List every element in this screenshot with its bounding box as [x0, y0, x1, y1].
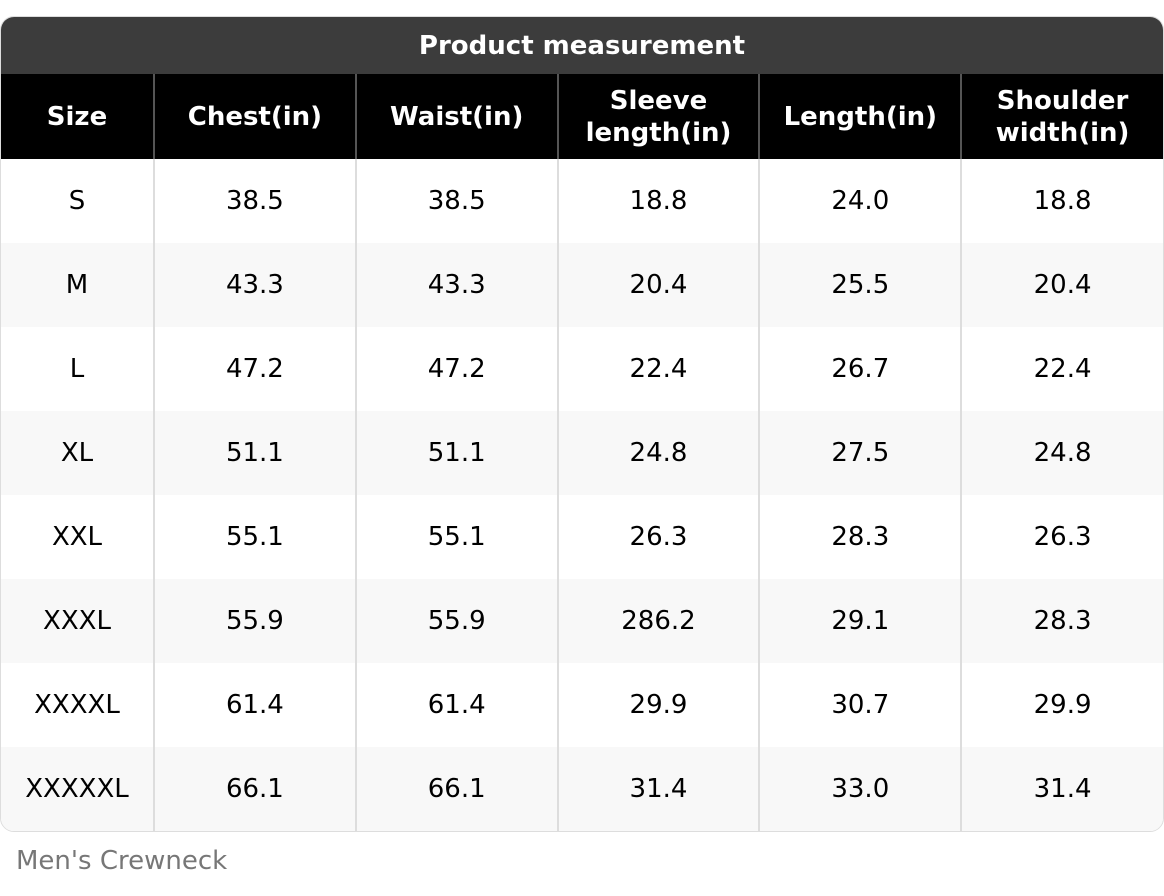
- table-row: XXXL 55.9 55.9 286.2 29.1 28.3: [1, 579, 1163, 663]
- table-cell: 61.4: [153, 663, 356, 747]
- table-cell: 55.1: [153, 495, 356, 579]
- table-cell: 43.3: [354, 243, 558, 327]
- column-header: Chest(in): [153, 74, 356, 159]
- table-cell: L: [69, 354, 85, 384]
- table-row: XXXXL 61.4 61.4 29.9 30.7 29.9: [1, 663, 1163, 747]
- table-cell: 31.4: [556, 747, 760, 831]
- table-cell: XXXXXL: [1, 747, 154, 831]
- table-cell: 61.4: [354, 663, 558, 747]
- table-row: M 43.3 43.3 20.4 25.5 20.4: [1, 243, 1163, 327]
- table-cell: 31.4: [960, 747, 1163, 831]
- table-cell: 30.7: [758, 663, 962, 747]
- table-cell: 28.3: [960, 579, 1163, 663]
- table-cell: 38.5: [153, 159, 356, 243]
- table-cell: 18.8: [556, 159, 760, 243]
- table-cell: 66.1: [153, 747, 356, 831]
- table-cell: 43.3: [153, 243, 356, 327]
- table-cell: 22.4: [556, 327, 760, 411]
- table-cell: 51.1: [153, 411, 356, 495]
- table-cell: 55.1: [354, 495, 558, 579]
- header-row: Size Chest(in) Waist(in) Sleeve length(in) L…: [1, 74, 1163, 159]
- size-table-card: Product measurement Size Chest(in) Waist(i…: [0, 16, 1164, 832]
- table-cell: 28.3: [758, 495, 962, 579]
- table-row: XXXXXL 66.1 66.1 31.4 33.0 31.4: [1, 747, 1163, 831]
- table-row: XXL 55.1 55.1 26.3 28.3 26.3: [1, 495, 1163, 579]
- table-cell: 66.1: [354, 747, 558, 831]
- column-header: Length(in): [758, 74, 962, 159]
- table-title: Product measurement: [1, 17, 1163, 74]
- table-cell: XXXXL: [34, 690, 120, 720]
- table-cell: 27.5: [758, 411, 962, 495]
- table-cell: XL: [1, 411, 154, 495]
- table-cell: 29.9: [960, 663, 1163, 747]
- table-cell: 26.3: [960, 495, 1163, 579]
- column-header: Waist(in): [354, 74, 558, 159]
- table-cell: 24.8: [960, 411, 1163, 495]
- table-cell: 55.9: [354, 579, 558, 663]
- table-cell: 286.2: [556, 579, 760, 663]
- table-cell: 20.4: [960, 243, 1163, 327]
- table-row: S 38.5 38.5 18.8 24.0 18.8: [1, 159, 1163, 243]
- table-cell: XXXL: [1, 579, 154, 663]
- table-cell: 24.0: [758, 159, 962, 243]
- table-row: L 47.2 47.2 22.4 26.7 22.4: [1, 327, 1163, 411]
- table-cell: XXL: [51, 522, 103, 552]
- table-row: XL 51.1 51.1 24.8 27.5 24.8: [1, 411, 1163, 495]
- caption: Men's Crewneck: [16, 846, 228, 876]
- table-cell: 18.8: [960, 159, 1163, 243]
- table-cell: 47.2: [153, 327, 356, 411]
- table-cell: 47.2: [354, 327, 558, 411]
- table-cell: 38.5: [354, 159, 558, 243]
- table-cell: 20.4: [556, 243, 760, 327]
- table-cell: 24.8: [556, 411, 760, 495]
- table-cell: 25.5: [758, 243, 962, 327]
- table-cell: 29.1: [758, 579, 962, 663]
- table-body: S 38.5 38.5 18.8 24.0 18.8 M 43.3 43.3 20.4 25.5 20…: [1, 159, 1163, 831]
- table-cell: 29.9: [556, 663, 760, 747]
- table-cell: 33.0: [758, 747, 962, 831]
- column-header: Size: [1, 74, 154, 159]
- table-cell: S: [68, 186, 86, 216]
- table-cell: 26.3: [556, 495, 760, 579]
- table-cell: 55.9: [153, 579, 356, 663]
- size-table: Size Chest(in) Waist(in) Sleeve length(in) L…: [1, 74, 1163, 831]
- table-cell: M: [1, 243, 154, 327]
- column-header: Shoulder width(in): [960, 74, 1163, 159]
- column-header: Sleeve length(in): [556, 74, 760, 159]
- table-cell: 22.4: [960, 327, 1163, 411]
- table-cell: 51.1: [354, 411, 558, 495]
- table-cell: 26.7: [758, 327, 962, 411]
